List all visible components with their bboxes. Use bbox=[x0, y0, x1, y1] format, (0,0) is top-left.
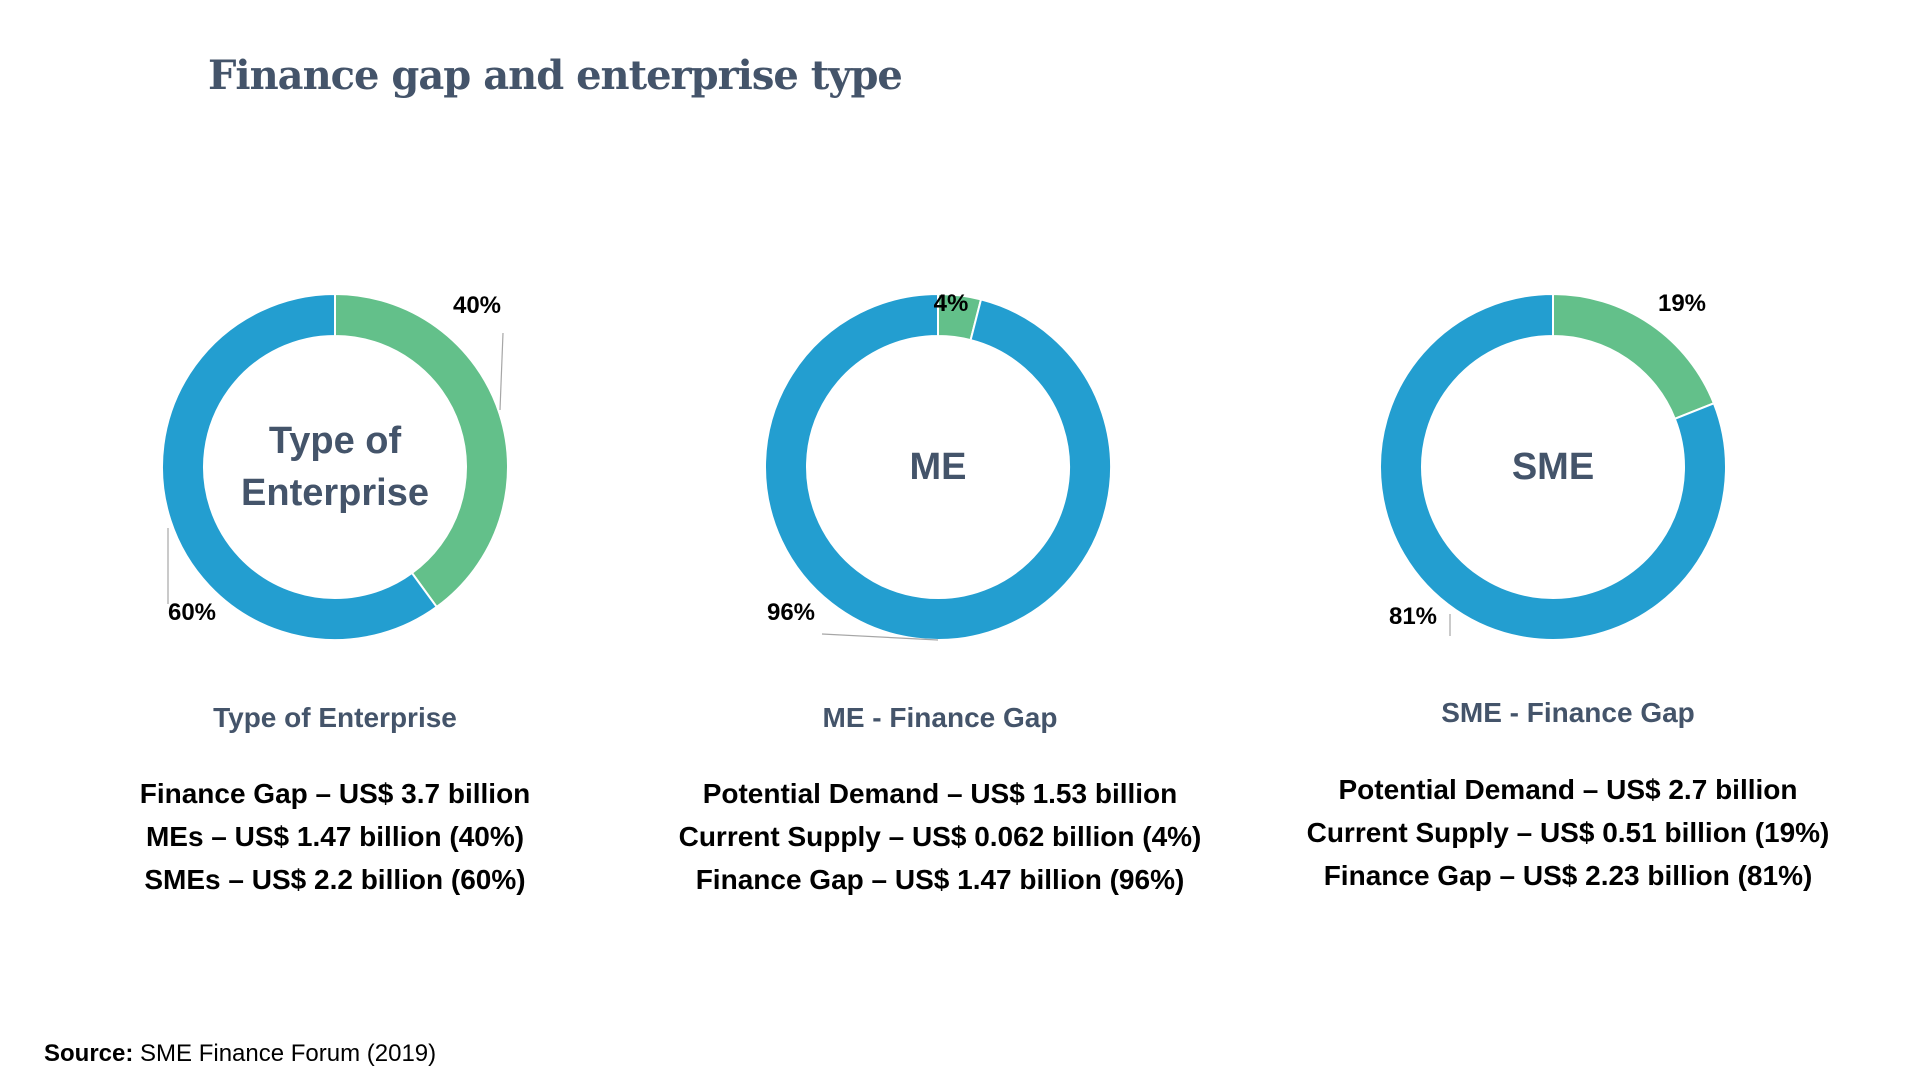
summary-line: MEs – US$ 1.47 billion (40%) bbox=[145, 821, 525, 852]
summary-line: Finance Gap – US$ 2.23 billion (81%) bbox=[1323, 860, 1813, 891]
donut-slice-2-1 bbox=[1378, 292, 1727, 641]
data-label-2-1: 81% bbox=[1389, 603, 1437, 630]
summary-line: Potential Demand – US$ 1.53 billion bbox=[702, 778, 1178, 809]
source-note: Source: SME Finance Forum (2019) bbox=[44, 1040, 436, 1068]
center-label-1-0: ME bbox=[910, 446, 967, 488]
data-label-1-0: 4% bbox=[934, 290, 969, 317]
data-label-0-1: 60% bbox=[168, 599, 216, 626]
source-text: SME Finance Forum (2019) bbox=[133, 1040, 437, 1067]
leader-line-0-green bbox=[499, 332, 504, 411]
chart-title-sme-finance-gap: SME - Finance Gap bbox=[1441, 697, 1695, 728]
chart-title-me-finance-gap: ME - Finance Gap bbox=[822, 702, 1058, 733]
summary-line: Finance Gap – US$ 1.47 billion (96%) bbox=[695, 864, 1185, 895]
donut-slice-1-1 bbox=[764, 292, 1112, 641]
chart-title-type-of-enterprise: Type of Enterprise bbox=[213, 702, 457, 733]
summary-line: Finance Gap – US$ 3.7 billion bbox=[139, 778, 531, 809]
summary-sme-finance-gap: Potential Demand – US$ 2.7 billion Curre… bbox=[1248, 768, 1888, 897]
summary-line: SMEs – US$ 2.2 billion (60%) bbox=[144, 864, 526, 895]
data-label-1-1: 96% bbox=[767, 599, 815, 626]
summary-line: Potential Demand – US$ 2.7 billion bbox=[1338, 774, 1798, 805]
donut-slice-0-0 bbox=[334, 292, 509, 609]
leader-line-1-blue bbox=[821, 633, 939, 641]
center-label-0-0: Type of bbox=[269, 420, 402, 462]
donut-slice-0-1 bbox=[161, 292, 439, 641]
source-label: Source: bbox=[44, 1040, 134, 1067]
data-label-2-0: 19% bbox=[1658, 290, 1706, 317]
summary-line: Current Supply – US$ 0.062 billion (4%) bbox=[678, 821, 1202, 852]
summary-me-finance-gap: Potential Demand – US$ 1.53 billion Curr… bbox=[620, 772, 1260, 901]
page-title: Finance gap and enterprise type bbox=[208, 52, 903, 99]
summary-line: Current Supply – US$ 0.51 billion (19%) bbox=[1306, 817, 1830, 848]
center-label-2-0: SME bbox=[1512, 446, 1594, 488]
summary-type-of-enterprise: Finance Gap – US$ 3.7 billion MEs – US$ … bbox=[15, 772, 655, 901]
center-label-0-1: Enterprise bbox=[241, 472, 429, 514]
data-label-0-0: 40% bbox=[453, 292, 501, 319]
